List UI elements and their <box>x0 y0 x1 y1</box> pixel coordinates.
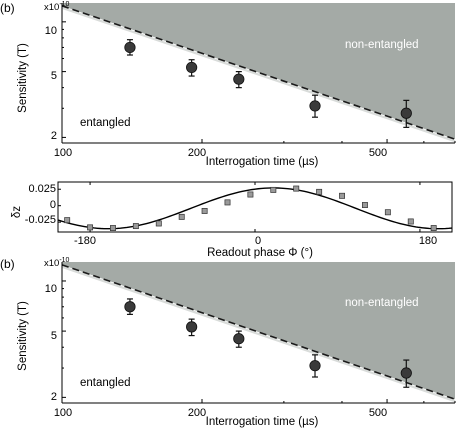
y-tick-labels: 2 5 10 <box>45 283 57 403</box>
y-tick-label: 2 <box>51 391 57 403</box>
x-tick-label: 180 <box>419 235 437 247</box>
boundary-highlight <box>61 6 456 143</box>
y-axis-title: Sensitivity (T) <box>17 43 29 113</box>
data-point <box>132 223 139 230</box>
exponent-label: x10-10 <box>44 257 70 269</box>
data-point <box>270 186 277 193</box>
data-point <box>186 321 198 333</box>
data-point <box>87 224 94 231</box>
data-point <box>407 218 414 225</box>
data-point <box>64 217 71 224</box>
non-entangled-label: non-entangled <box>345 39 419 51</box>
plot-area <box>61 262 456 404</box>
readout-phase-chart: δz Readout phase Φ (°) -180 0 180 0.025 … <box>11 181 453 259</box>
x-tick-label: 500 <box>369 407 387 419</box>
panel-label: (b) <box>0 257 15 271</box>
data-point <box>400 367 412 379</box>
exponent-label: x10-10 <box>44 1 70 13</box>
x-tick-label: 500 <box>369 147 387 159</box>
entangled-label: entangled <box>80 377 131 389</box>
boundary-line <box>61 264 456 400</box>
data-point <box>400 107 412 119</box>
sensitivity-chart-top: (b) x10-10 Sensitivity (T) Interrogation… <box>0 1 456 168</box>
boundary-highlight <box>61 265 456 403</box>
x-axis-title: Interrogation time (µs) <box>206 416 319 428</box>
data-point <box>124 41 136 54</box>
entangled-label: entangled <box>80 117 131 129</box>
y-tick-label: 5 <box>51 70 57 82</box>
x-tick-label: 100 <box>54 407 72 419</box>
boundary-line <box>61 5 456 140</box>
data-point <box>233 73 245 85</box>
x-tick-labels: 100 200 500 <box>54 407 387 419</box>
y-tick-label: 5 <box>51 330 57 342</box>
data-point <box>309 100 321 112</box>
sensitivity-chart-bottom: (b) x10-10 Sensitivity (T) Interrogation… <box>0 257 456 428</box>
y-tick-label: 10 <box>45 283 57 295</box>
y-tick-label: 2 <box>51 130 57 142</box>
data-point <box>362 202 368 208</box>
data-point <box>224 199 231 206</box>
y-tick-label: 0.025 <box>28 183 56 195</box>
data-point <box>430 225 437 232</box>
y-tick-label: 0 <box>50 199 56 211</box>
x-axis-title: Interrogation time (µs) <box>206 156 319 168</box>
x-tick-labels: -180 0 180 <box>74 235 437 247</box>
data-point <box>293 185 300 192</box>
x-axis-title: Readout phase Φ (°) <box>207 247 313 259</box>
y-axis-title: Sensitivity (T) <box>17 301 29 371</box>
y-tick-labels: 2 5 10 <box>45 25 57 142</box>
data-point <box>124 301 136 313</box>
y-tick-label: -0.025 <box>25 214 56 226</box>
y-axis-title: δz <box>11 206 23 218</box>
plot-area <box>57 181 453 233</box>
data-point <box>339 192 345 199</box>
data-point <box>247 191 254 198</box>
data-point <box>186 61 198 74</box>
y-tick-label: 10 <box>45 25 57 37</box>
plot-area <box>61 3 456 144</box>
x-tick-label: 200 <box>188 407 206 419</box>
x-tick-labels: 100 200 500 <box>54 147 387 159</box>
panel-label: (b) <box>0 1 15 15</box>
data-point <box>201 207 208 214</box>
x-tick-label: 100 <box>54 147 72 159</box>
data-point <box>110 225 116 232</box>
x-tick-label: 200 <box>188 147 206 159</box>
fit-curve <box>57 187 453 230</box>
data-point <box>178 213 185 220</box>
data-point <box>155 220 162 227</box>
x-tick-label: 0 <box>255 235 261 247</box>
data-point <box>384 209 391 216</box>
non-entangled-label: non-entangled <box>345 297 419 309</box>
y-tick-labels: 0.025 0 -0.025 <box>25 183 56 226</box>
data-point <box>309 360 321 372</box>
data-point <box>316 188 323 195</box>
data-point <box>233 333 245 345</box>
x-tick-label: -180 <box>74 235 96 247</box>
